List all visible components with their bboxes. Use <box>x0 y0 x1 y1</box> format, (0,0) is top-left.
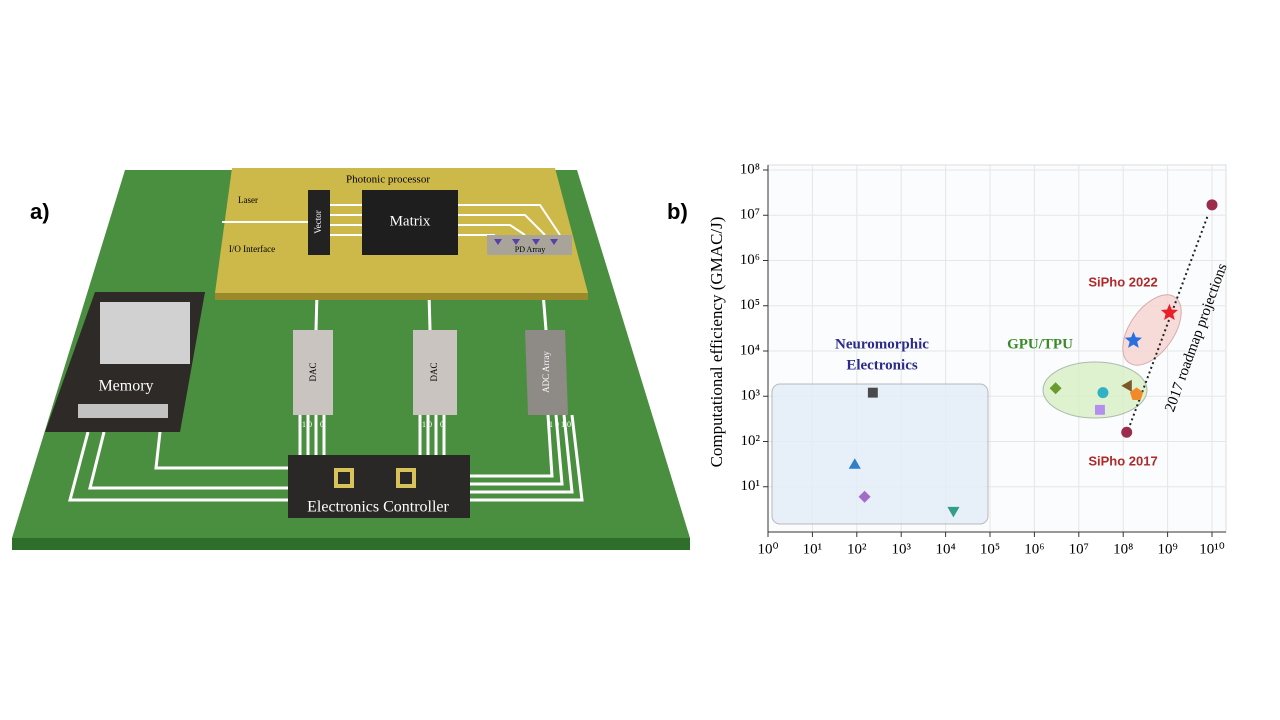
y-tick-label: 10³ <box>741 388 761 404</box>
label: Electronics Controller <box>307 499 449 516</box>
label: Memory <box>98 378 153 395</box>
dac-block <box>293 330 333 415</box>
x-tick-label: 10⁹ <box>1157 541 1177 557</box>
point <box>848 458 861 469</box>
processor-edge <box>215 293 588 300</box>
x-tick-label: 10¹⁰ <box>1199 541 1225 557</box>
annotation: Electronics <box>846 357 918 373</box>
traces <box>68 254 584 502</box>
annotation: Neuromorphic <box>835 336 929 352</box>
x-tick-label: 10⁶ <box>1024 541 1044 557</box>
controller-chip <box>288 455 470 518</box>
label: 1 0 1 0 <box>549 420 571 429</box>
panel-label: b) <box>667 199 688 224</box>
point <box>1121 379 1132 392</box>
dac-block <box>413 330 457 415</box>
y-tick-label: 10² <box>741 433 761 449</box>
x-tick-label: 10⁵ <box>980 541 1000 557</box>
point <box>1206 199 1218 211</box>
matrix-block <box>362 190 458 255</box>
label: I/O Interface <box>229 244 275 254</box>
annotation: GPU/TPU <box>1007 336 1073 352</box>
x-tick-label: 10⁸ <box>1113 541 1133 557</box>
point <box>1129 387 1144 400</box>
x-tick-label: 10⁴ <box>935 541 955 557</box>
points <box>848 199 1218 518</box>
label: ADC Array <box>541 351 551 393</box>
point <box>1097 387 1109 399</box>
point <box>858 490 871 503</box>
board-diagram: Photonic processor Laser I/O Interface V… <box>12 168 690 550</box>
label: 1 0 1 0 <box>422 420 444 429</box>
point <box>1121 426 1133 438</box>
chip-pad <box>334 468 354 488</box>
adc-block <box>525 330 568 415</box>
label: 1 0 1 0 <box>302 420 324 429</box>
pd-triangles <box>494 239 558 245</box>
point <box>1160 303 1178 320</box>
panel-label: a) <box>30 199 50 224</box>
point <box>1049 382 1062 395</box>
point <box>867 387 878 398</box>
chart: Neuromorphic Electronics GPU/TPU SiPho 2… <box>707 161 1231 557</box>
annotation: SiPho 2017 <box>1088 453 1157 468</box>
point <box>1124 331 1142 348</box>
label: Vector <box>313 210 323 234</box>
y-tick-label: 10⁶ <box>740 252 760 268</box>
label: DAC <box>308 362 318 381</box>
memory-pins <box>78 404 168 418</box>
x-tick-label: 10³ <box>891 541 911 557</box>
y-tick-label: 10¹ <box>741 478 761 494</box>
point <box>947 506 960 518</box>
label: DAC <box>429 362 439 381</box>
memory-cells <box>100 302 190 364</box>
region-box <box>771 383 989 525</box>
label: Photonic processor <box>346 174 430 186</box>
y-tick-label: 10⁴ <box>740 342 760 358</box>
label: PD Array <box>515 245 545 254</box>
y-axis-label: Computational efficiency (GMAC/J) <box>707 217 726 468</box>
region-ellipse <box>1042 361 1148 419</box>
x-tick-label: 10⁰ <box>757 541 778 557</box>
roadmap-arrow <box>1129 214 1209 426</box>
annotation: SiPho 2022 <box>1088 274 1157 289</box>
x-tick-label: 10⁷ <box>1069 541 1089 557</box>
x-tick-label: 10¹ <box>803 541 823 557</box>
label: Matrix <box>390 213 431 229</box>
point <box>1095 404 1105 415</box>
label: Laser <box>238 195 258 205</box>
chip-pad <box>396 468 416 488</box>
vector-block <box>308 190 330 255</box>
y-tick-label: 10⁵ <box>740 297 760 313</box>
y-tick-label: 10⁸ <box>740 161 760 177</box>
y-tick-label: 10⁷ <box>740 207 760 223</box>
board-edge <box>12 538 690 550</box>
x-tick-label: 10² <box>847 541 867 557</box>
